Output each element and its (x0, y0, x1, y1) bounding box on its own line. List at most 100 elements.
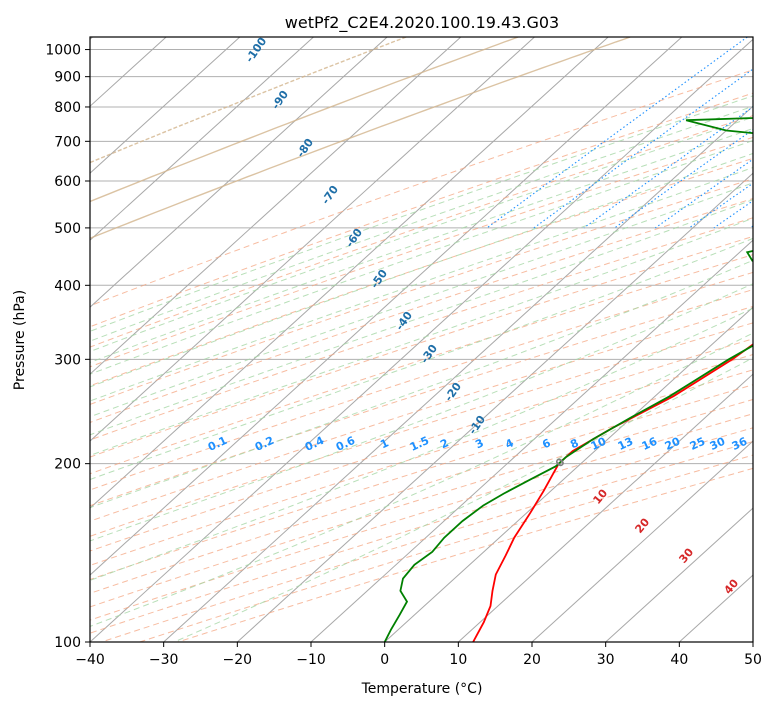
y-tick-label: 200 (54, 457, 81, 473)
dewpoint-profile-line (383, 117, 753, 642)
mixing-ratio-label: 25 (688, 435, 707, 453)
isotherm-line (678, 574, 753, 642)
moist-adiabat (90, 116, 753, 353)
mixing-ratio-label: 20 (663, 435, 683, 453)
plot-frame (89, 36, 754, 643)
mixing-ratio-line (486, 37, 748, 229)
dry-adiabat (90, 384, 753, 594)
moist-adiabat-label: 20 (632, 515, 652, 535)
isotherm-label: -80 (294, 136, 316, 160)
mixing-ratio-label: 0.1 (206, 434, 229, 454)
y-tick-label: 700 (54, 134, 81, 150)
mixing-ratio-label: 0.2 (253, 434, 276, 454)
isotherm-line (384, 306, 753, 642)
x-tick-label: 10 (449, 652, 467, 668)
isotherm-label: -90 (269, 88, 291, 112)
mixing-ratio-label: 36 (730, 435, 750, 453)
chart-title: wetPf2_C2E4.2020.100.19.43.G03 (285, 13, 559, 33)
isotherm-line (90, 37, 683, 576)
moist-adiabat (90, 332, 753, 627)
dry-adiabat (90, 92, 753, 328)
mixing-ratio-label: 6 (540, 436, 553, 451)
mixing-ratio-label: 1 (378, 436, 390, 451)
isotherm-line (310, 239, 753, 642)
isotherm-line (752, 641, 753, 642)
isotherm-label: -20 (442, 380, 464, 404)
isotherm-label: -50 (368, 267, 390, 291)
y-tick-label: 300 (54, 352, 81, 368)
dry-adiabat (90, 69, 753, 307)
y-tick-label: 600 (54, 174, 81, 190)
x-tick-label: −40 (75, 652, 105, 668)
y-axis-label: Pressure (hPa) (12, 290, 28, 390)
x-tick-label: 20 (523, 652, 541, 668)
x-tick-label: 50 (744, 652, 762, 668)
dry-adiabat (90, 197, 753, 423)
isotherm-line (457, 373, 753, 642)
mixing-ratio-line (688, 182, 753, 229)
x-tick-label: 0 (380, 652, 389, 668)
moist-adiabat (90, 166, 753, 402)
reference-curve (90, 37, 519, 203)
dry-adiabat (90, 254, 753, 475)
isotherm-line (163, 105, 753, 642)
isotherm-line (90, 37, 462, 375)
mixing-ratio-line (749, 225, 753, 229)
isotherm-line (90, 37, 388, 308)
mixing-ratio-line (654, 158, 753, 229)
y-tick-label: 900 (54, 70, 81, 86)
mixing-ratio-label: 30 (708, 435, 728, 453)
x-tick-label: −10 (296, 652, 326, 668)
moist-adiabat (90, 139, 753, 375)
dry-adiabat (90, 217, 753, 441)
dry-adiabat (90, 413, 753, 621)
mixing-ratio-label: 3 (473, 436, 485, 451)
y-tick-label: 1000 (45, 43, 81, 59)
dry-adiabat (90, 322, 753, 537)
isotherm-label: -40 (393, 309, 415, 333)
isotherm-line (236, 172, 753, 642)
reference-curve (90, 37, 631, 239)
dry-adiabat (90, 305, 753, 522)
y-tick-label: 100 (54, 635, 81, 651)
x-axis-label: Temperature (°C) (361, 681, 483, 697)
dry-adiabat (90, 353, 753, 566)
isotherm-line (605, 507, 753, 642)
isotherm-label: -70 (319, 183, 341, 207)
moist-adiabat (90, 259, 753, 509)
moist-adiabat (90, 283, 753, 542)
mixing-ratio-label: 13 (616, 435, 635, 453)
isotherm-line (90, 37, 241, 174)
moist-adiabat (90, 152, 753, 388)
temperature-profile-line (472, 343, 753, 642)
y-tick-label: 500 (54, 221, 81, 237)
x-tick-label: 30 (597, 652, 615, 668)
x-tick-label: −30 (149, 652, 179, 668)
moist-adiabat (90, 105, 753, 342)
mixing-ratio-label: 16 (640, 435, 660, 453)
isotherm-line (90, 38, 753, 642)
reference-curve (90, 37, 407, 164)
isotherm-line (90, 37, 609, 509)
mixing-ratio-label: 0.4 (303, 434, 326, 454)
isotherm-line (531, 440, 753, 642)
moist-adiabat-label: 10 (590, 486, 610, 506)
isotherm-line (90, 37, 314, 241)
dry-adiabat (139, 454, 753, 642)
dry-adiabat (90, 271, 753, 491)
dry-adiabat (101, 441, 753, 642)
moist-adiabat-label: 40 (721, 576, 741, 596)
y-tick-label: 400 (54, 278, 81, 294)
mixing-ratio-label: 10 (589, 435, 609, 453)
moist-adiabat (90, 217, 753, 456)
dry-adiabat (90, 115, 753, 348)
isotherm-line (90, 37, 535, 442)
y-tick-label: 800 (54, 100, 81, 116)
moist-adiabat (90, 95, 753, 332)
x-tick-label: −20 (223, 652, 253, 668)
x-tick-label: 40 (670, 652, 688, 668)
mixing-ratio-label: 0.6 (334, 434, 357, 454)
mixing-ratio-label: 1.5 (408, 434, 431, 454)
moist-adiabat (90, 199, 753, 436)
